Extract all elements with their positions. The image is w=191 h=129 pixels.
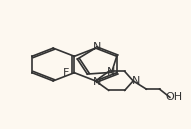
Text: N: N bbox=[93, 77, 102, 87]
Text: N: N bbox=[93, 42, 102, 52]
Text: N: N bbox=[107, 67, 115, 77]
Text: OH: OH bbox=[165, 92, 182, 102]
Text: F: F bbox=[63, 68, 69, 78]
Text: N: N bbox=[132, 76, 140, 86]
